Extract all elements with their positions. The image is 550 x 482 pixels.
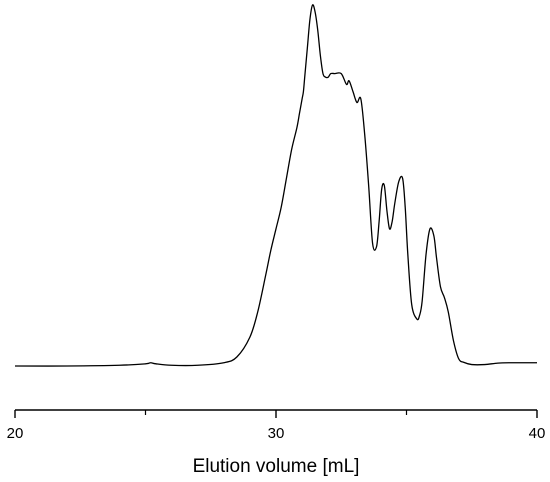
x-tick-label-30: 30 [268, 425, 285, 442]
x-tick-label-20: 20 [7, 425, 24, 442]
x-axis-ticks [14, 410, 538, 418]
x-axis-tick-labels: 20 30 40 [7, 425, 546, 442]
x-axis-title: Elution volume [mL] [193, 456, 360, 477]
x-tick-label-40: 40 [529, 425, 546, 442]
series-line-0 [14, 4, 538, 367]
plot-area [14, 4, 538, 367]
